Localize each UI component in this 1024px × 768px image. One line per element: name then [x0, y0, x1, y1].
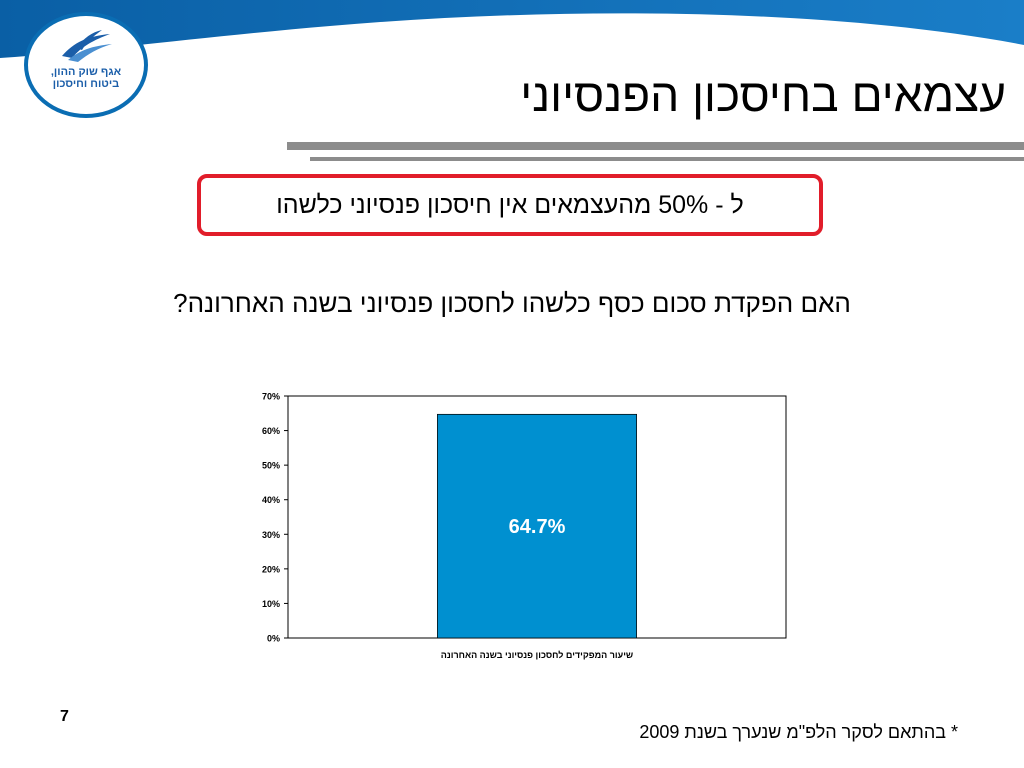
y-tick-label: 70% [262, 392, 280, 402]
bar-data-label: 64.7% [509, 516, 566, 538]
wings-icon [62, 30, 112, 62]
y-tick-label: 30% [262, 530, 280, 540]
header-banner [0, 0, 1024, 58]
page-number: 7 [60, 708, 69, 725]
y-tick-label: 20% [262, 564, 280, 574]
bar [437, 413, 637, 639]
survey-question: האם הפקדת סכום כסף כלשהו לחסכון פנסיוני … [173, 288, 851, 318]
y-tick-label: 50% [262, 461, 280, 471]
x-category-label: שיעור המפקידים לחסכון פנסיוני בשנה האחרו… [441, 650, 633, 660]
logo-line-1: אגף שוק ההון, [50, 66, 122, 78]
title-rule-top [287, 142, 1024, 150]
slide-title: עצמאים בחיסכון הפנסיוני [520, 69, 1006, 121]
y-tick-label: 0% [267, 634, 280, 644]
y-tick-label: 40% [262, 495, 280, 505]
ministry-logo: אגף שוק ההון, ביטוח וחיסכון [28, 16, 144, 114]
logo-line-2: ביטוח וחיסכון [52, 78, 120, 90]
y-tick-label: 60% [262, 426, 280, 436]
highlight-box: ל - 50% מהעצמאים אין חיסכון פנסיוני כלשה… [197, 174, 823, 236]
highlight-text: ל - 50% מהעצמאים אין חיסכון פנסיוני כלשה… [276, 190, 744, 219]
title-rule-bottom [310, 157, 1024, 161]
footnote: * בהתאם לסקר הלפ"מ שנערך בשנת 2009 [639, 722, 958, 742]
y-tick-label: 10% [262, 599, 280, 609]
